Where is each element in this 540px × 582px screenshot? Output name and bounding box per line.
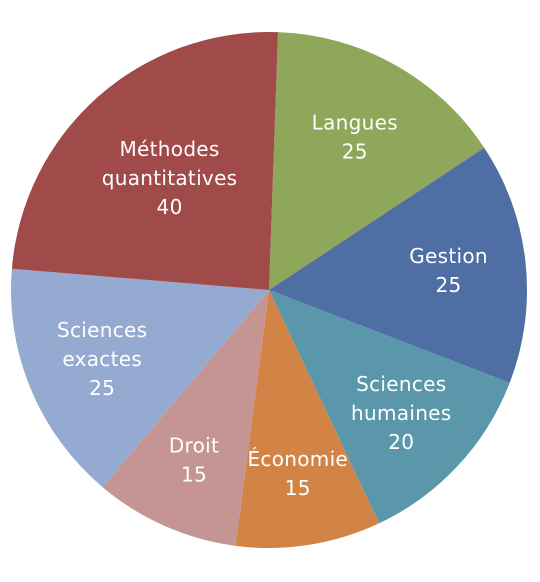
slice-name-6: quantitatives xyxy=(102,166,238,190)
pie-slice-4 xyxy=(102,290,270,546)
slice-name-2: humaines xyxy=(351,401,451,425)
slice-name-6: Méthodes xyxy=(120,137,220,161)
pie-slice-3 xyxy=(235,290,380,548)
pie-slice-2 xyxy=(269,290,510,524)
slice-value-0: 25 xyxy=(342,139,368,163)
slice-label-1: Gestion 25 xyxy=(409,244,488,297)
pie-slice-0 xyxy=(269,32,485,290)
slice-label-4: Droit 15 xyxy=(169,433,219,486)
slice-name-1: Gestion xyxy=(409,244,488,268)
slice-value-6: 40 xyxy=(157,195,183,219)
slice-label-6: Méthodes quantitatives 40 xyxy=(102,137,238,219)
slice-name-0: Langues xyxy=(312,110,398,134)
slice-name-5: Sciences xyxy=(57,318,147,342)
slice-name-5: exactes xyxy=(62,347,142,371)
slice-value-5: 25 xyxy=(89,376,115,400)
pie-slice-5 xyxy=(10,268,269,488)
slice-value-4: 15 xyxy=(181,462,207,486)
slice-label-2: Sciences humaines 20 xyxy=(351,372,451,454)
slice-value-3: 15 xyxy=(285,476,311,500)
pie-slice-6 xyxy=(11,32,279,290)
slice-label-3: Économie 15 xyxy=(248,447,349,500)
slice-name-3: Économie xyxy=(248,447,349,471)
slice-name-4: Droit xyxy=(169,433,219,457)
slice-label-0: Langues 25 xyxy=(312,110,398,163)
slice-label-5: Sciences exactes 25 xyxy=(57,318,147,400)
slice-name-2: Sciences xyxy=(356,372,446,396)
slice-value-2: 20 xyxy=(388,430,414,454)
pie-slice-1 xyxy=(269,147,527,383)
slice-value-1: 25 xyxy=(436,273,462,297)
